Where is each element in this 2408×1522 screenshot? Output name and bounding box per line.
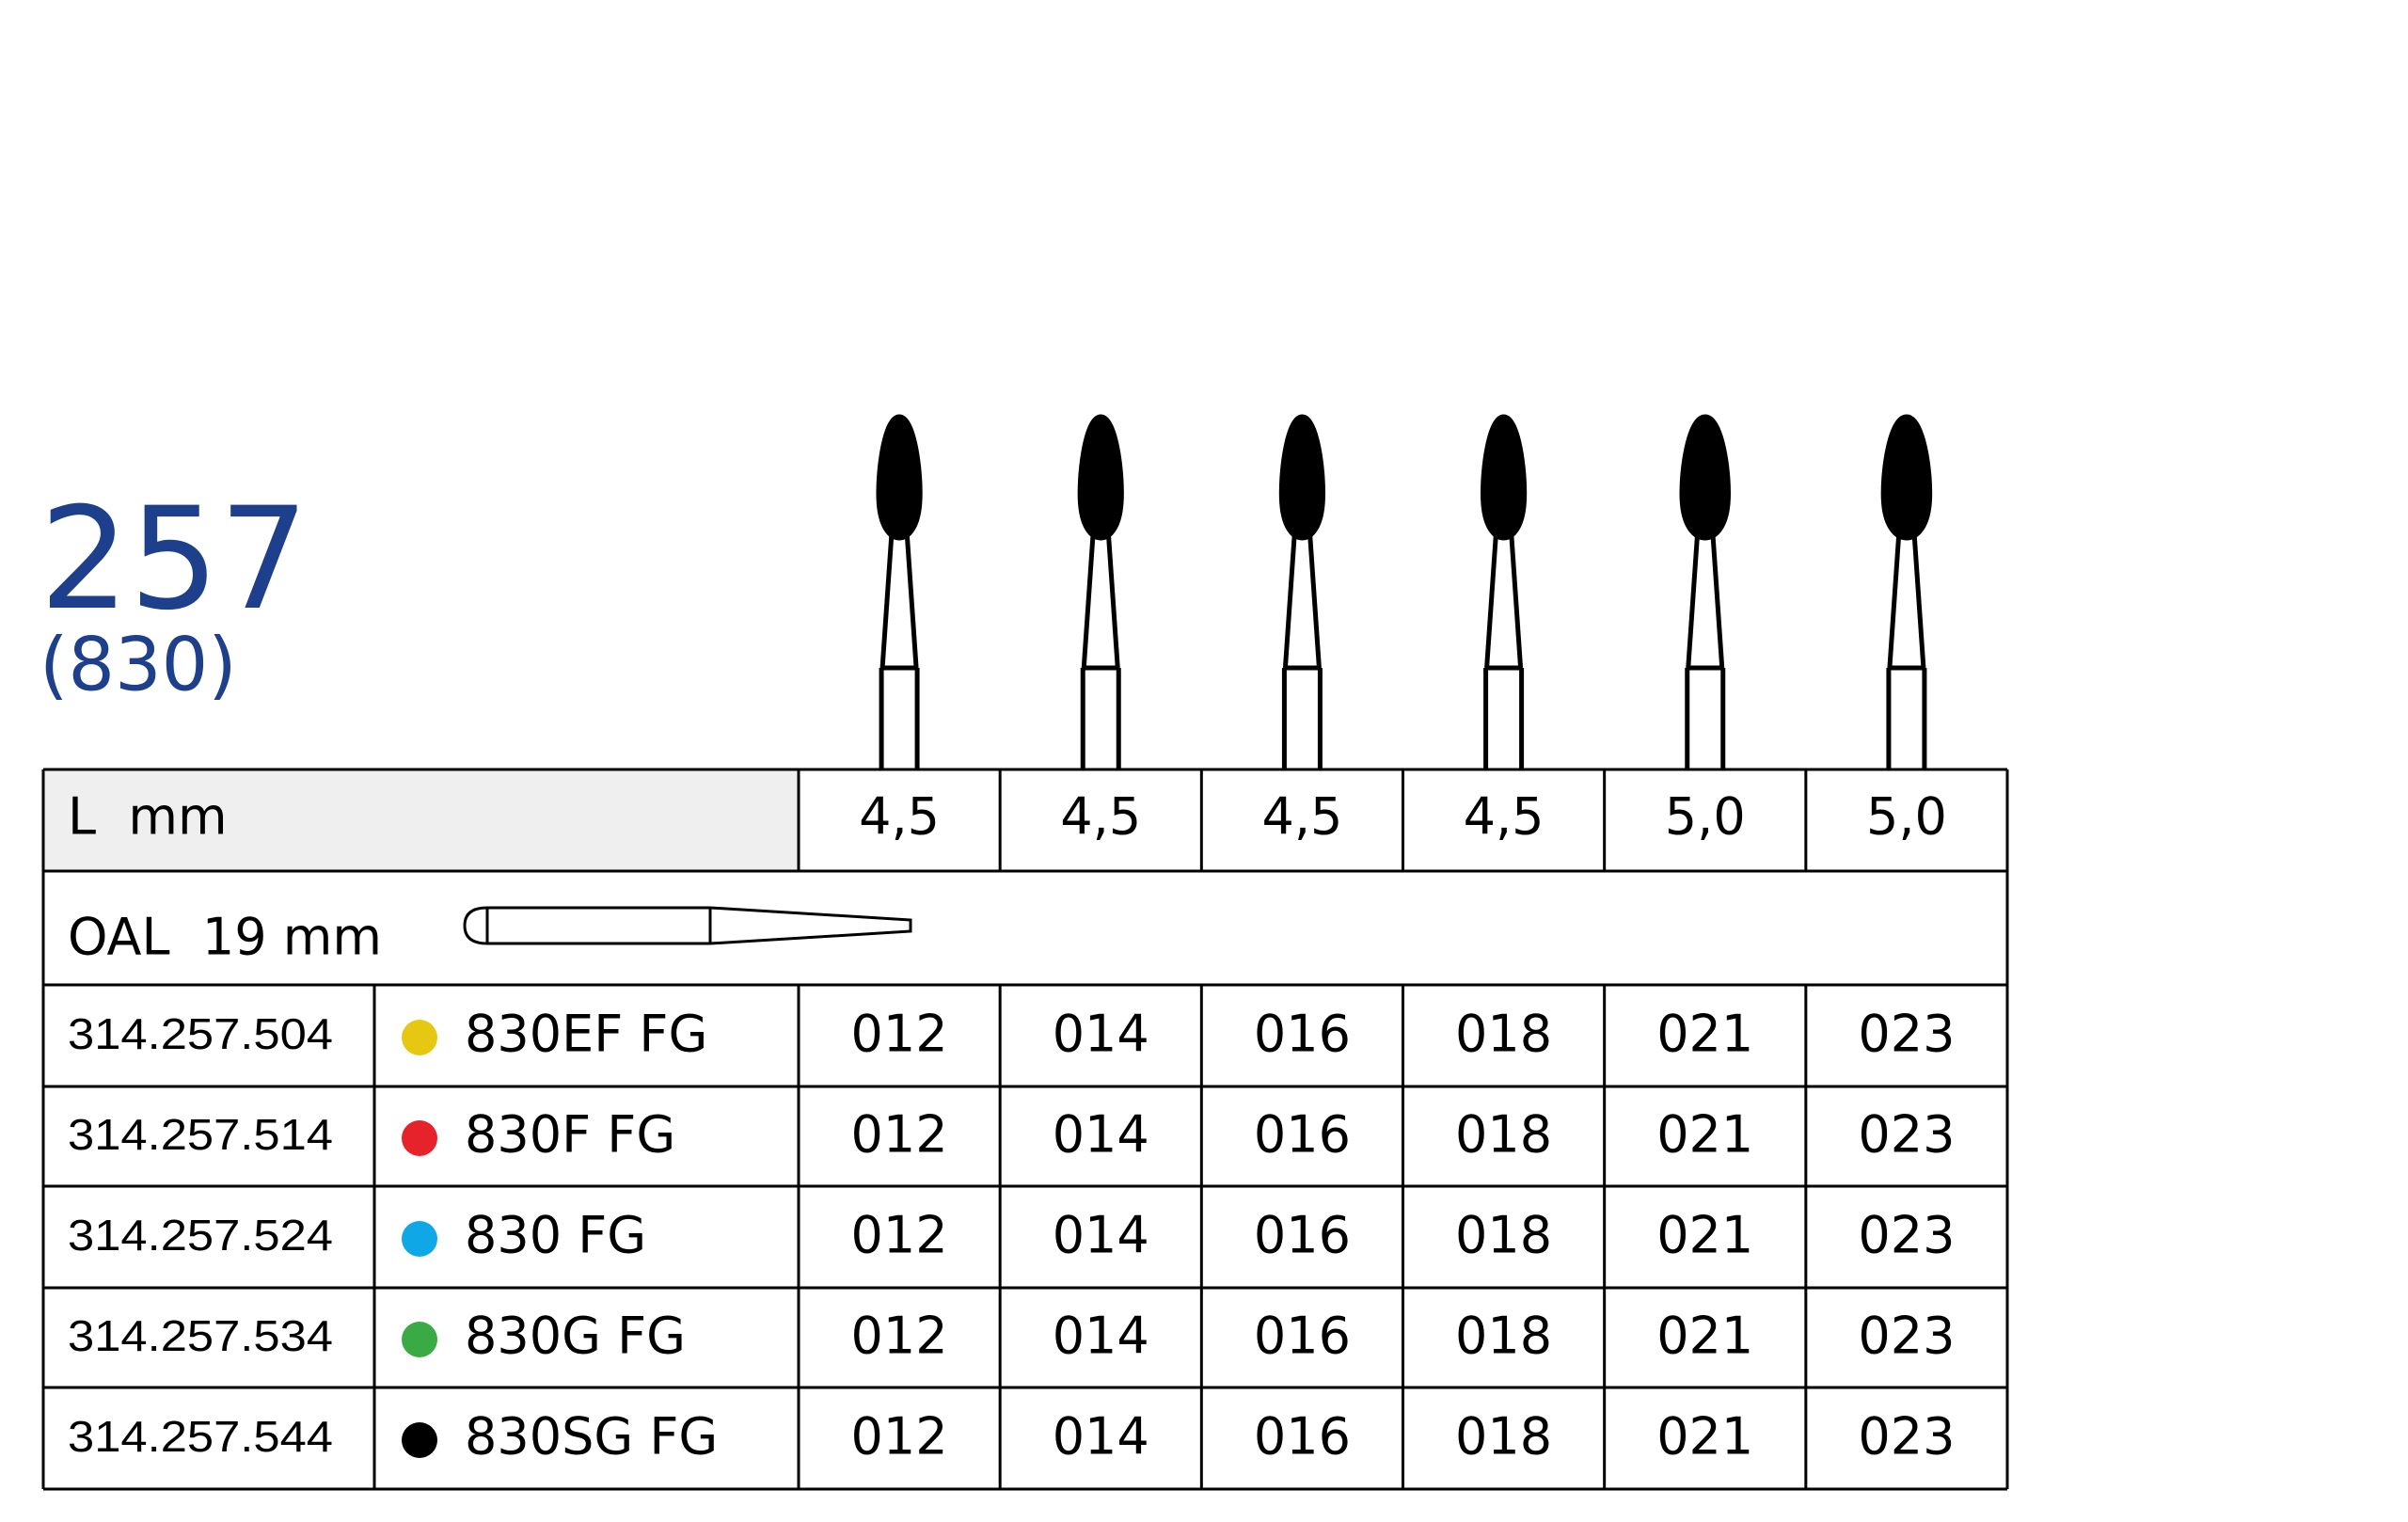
size-value: 018 — [1455, 1407, 1552, 1467]
bur-neck — [879, 531, 895, 669]
bur-neck — [1710, 531, 1725, 669]
size-value: 021 — [1656, 1105, 1753, 1165]
size-value: 023 — [1858, 1206, 1955, 1265]
bur-neck — [1307, 531, 1322, 669]
product-number: 257 — [40, 478, 309, 642]
bur-neck — [904, 531, 919, 669]
product-subnumber: (830) — [40, 623, 237, 707]
size-value: 014 — [1053, 1307, 1149, 1366]
bur-neck — [1282, 531, 1297, 669]
oal-label: OAL 19 mm — [68, 908, 382, 967]
size-value: 021 — [1656, 1206, 1753, 1265]
size-value: 018 — [1455, 1206, 1552, 1265]
bur-neck — [1887, 531, 1902, 669]
size-value: 012 — [851, 1005, 948, 1064]
article-code: 314.257.534 — [68, 1311, 333, 1360]
size-value: 014 — [1053, 1407, 1149, 1467]
grit-dot — [402, 1322, 437, 1357]
bur-drawing — [1481, 414, 1528, 769]
size-value: 018 — [1455, 1005, 1552, 1064]
length-value: 4,5 — [1464, 787, 1545, 847]
bur-head — [1679, 414, 1731, 541]
oal-bur-icon — [463, 906, 912, 945]
bur-drawing — [1880, 414, 1933, 769]
size-value: 018 — [1455, 1105, 1552, 1165]
length-label: L mm — [68, 787, 228, 847]
bur-head — [1077, 414, 1124, 541]
size-value: 014 — [1053, 1206, 1149, 1265]
article-code: 314.257.524 — [68, 1211, 333, 1260]
bur-neck — [1105, 531, 1120, 669]
bur-neck — [1484, 531, 1499, 669]
bur-head — [1481, 414, 1528, 541]
size-value: 021 — [1656, 1407, 1753, 1467]
bur-drawing — [876, 414, 923, 769]
bur-head — [1278, 414, 1325, 541]
size-value: 023 — [1858, 1407, 1955, 1467]
size-value: 018 — [1455, 1307, 1552, 1366]
size-value: 016 — [1254, 1206, 1351, 1265]
grit-dot — [402, 1120, 437, 1156]
grit-dot — [402, 1221, 437, 1257]
size-value: 023 — [1858, 1005, 1955, 1064]
article-code: 314.257.504 — [68, 1009, 333, 1058]
product-name: 830EF FG — [465, 1005, 707, 1064]
length-value: 5,0 — [1665, 787, 1746, 847]
size-value: 012 — [851, 1206, 948, 1265]
size-value: 023 — [1858, 1105, 1955, 1165]
length-value: 4,5 — [1261, 787, 1342, 847]
length-value: 4,5 — [859, 787, 940, 847]
size-value: 012 — [851, 1407, 948, 1467]
bur-head — [1880, 414, 1933, 541]
article-code: 314.257.514 — [68, 1110, 333, 1159]
size-value: 014 — [1053, 1105, 1149, 1165]
bur-drawing — [1679, 414, 1731, 769]
length-value: 5,0 — [1866, 787, 1947, 847]
bur-drawing — [1077, 414, 1124, 769]
size-value: 012 — [851, 1105, 948, 1165]
size-value: 016 — [1254, 1005, 1351, 1064]
bur-neck — [1081, 531, 1096, 669]
bur-drawing — [1278, 414, 1325, 769]
product-name: 830 FG — [465, 1206, 646, 1265]
product-name: 830SG FG — [465, 1407, 718, 1467]
bur-neck — [1686, 531, 1701, 669]
product-name: 830F FG — [465, 1105, 675, 1165]
article-code: 314.257.544 — [68, 1412, 333, 1461]
length-value: 4,5 — [1060, 787, 1141, 847]
product-name: 830G FG — [465, 1307, 686, 1366]
size-value: 016 — [1254, 1105, 1351, 1165]
size-value: 023 — [1858, 1307, 1955, 1366]
size-value: 014 — [1053, 1005, 1149, 1064]
table-grid — [41, 768, 2009, 1491]
bur-head — [876, 414, 923, 541]
size-value: 016 — [1254, 1307, 1351, 1366]
size-value: 016 — [1254, 1407, 1351, 1467]
size-value: 012 — [851, 1307, 948, 1366]
size-value: 021 — [1656, 1005, 1753, 1064]
size-value: 021 — [1656, 1307, 1753, 1366]
header-cell-bg — [43, 769, 799, 871]
grit-dot — [402, 1020, 437, 1055]
bur-neck — [1509, 531, 1524, 669]
bur-neck — [1911, 531, 1926, 669]
grit-dot — [402, 1422, 437, 1458]
